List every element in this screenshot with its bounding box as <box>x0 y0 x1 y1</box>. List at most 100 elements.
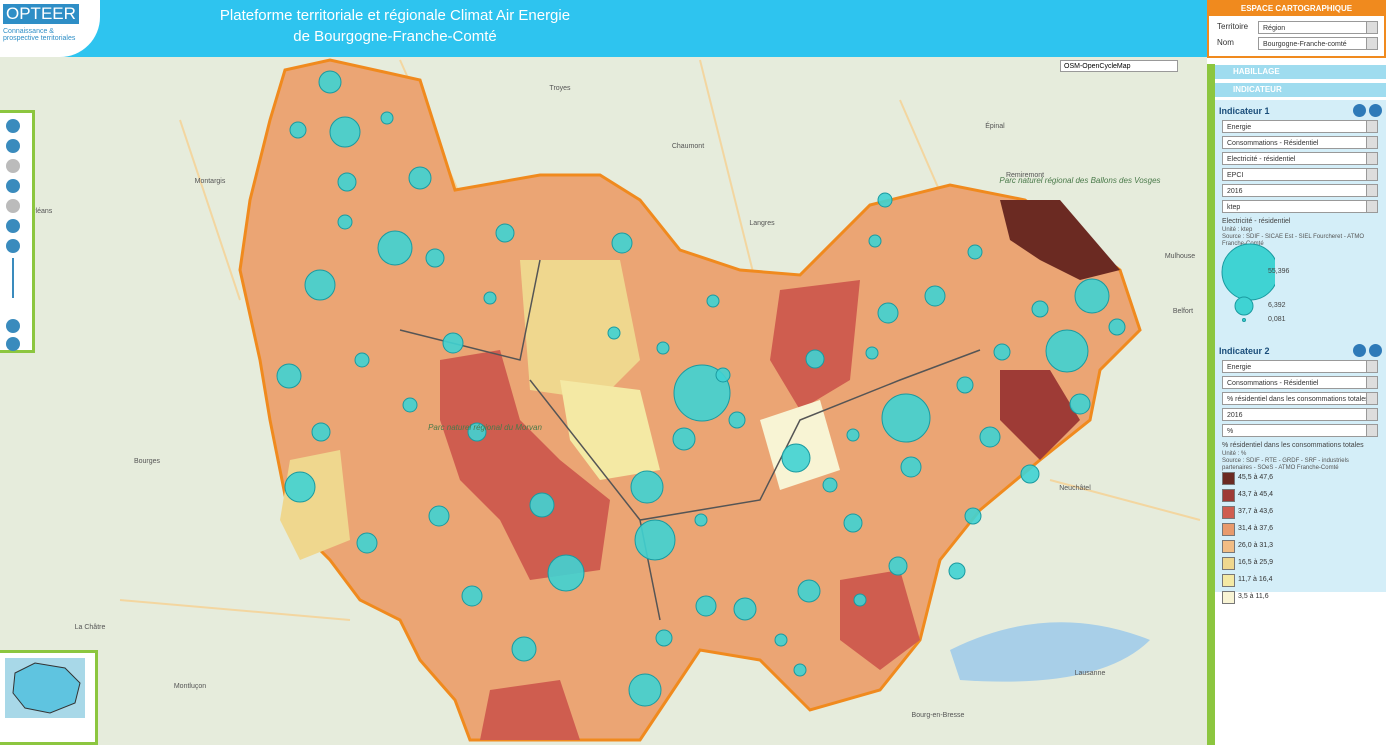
field-select[interactable]: Région <box>1258 21 1378 34</box>
panel-handle[interactable] <box>1207 64 1215 745</box>
map-circle[interactable] <box>442 332 464 354</box>
map-circle[interactable] <box>1031 300 1049 318</box>
map-circle[interactable] <box>900 456 922 478</box>
indicator-select[interactable]: Consommations - Résidentiel <box>1222 136 1378 149</box>
map-circle[interactable] <box>1069 393 1091 415</box>
base-layer-select[interactable]: OSM-OpenCycleMap <box>1060 60 1178 72</box>
map-circle[interactable] <box>402 397 418 413</box>
map-circle[interactable] <box>853 593 867 607</box>
map-circle[interactable] <box>628 673 662 707</box>
tool-button[interactable] <box>6 319 20 333</box>
map-circle[interactable] <box>888 556 908 576</box>
map-circle[interactable] <box>495 223 515 243</box>
indicator-select[interactable]: ktep <box>1222 200 1378 213</box>
map-circle[interactable] <box>993 343 1011 361</box>
map-circle[interactable] <box>318 70 342 94</box>
map-circle[interactable] <box>877 192 893 208</box>
map-circle[interactable] <box>822 477 838 493</box>
map-circle[interactable] <box>337 172 357 192</box>
map-circle[interactable] <box>733 597 757 621</box>
map-circle[interactable] <box>467 422 487 442</box>
indicator-select[interactable]: Electricité - résidentiel <box>1222 152 1378 165</box>
map-circle[interactable] <box>843 513 863 533</box>
map-circle[interactable] <box>868 234 882 248</box>
tool-button[interactable] <box>6 199 20 213</box>
map-circle[interactable] <box>529 492 555 518</box>
map-circle[interactable] <box>611 232 633 254</box>
map-circle[interactable] <box>695 595 717 617</box>
zoom-in[interactable] <box>6 239 20 253</box>
settings-button[interactable] <box>1369 344 1382 357</box>
map-circle[interactable] <box>881 393 931 443</box>
map-circle[interactable] <box>311 422 331 442</box>
map-circle[interactable] <box>715 367 731 383</box>
map-circle[interactable] <box>956 376 974 394</box>
tool-button[interactable] <box>6 337 20 351</box>
info-button[interactable] <box>1353 104 1366 117</box>
map-circle[interactable] <box>356 532 378 554</box>
map-circle[interactable] <box>781 443 811 473</box>
map-circle[interactable] <box>547 554 585 592</box>
map-circle[interactable] <box>655 629 673 647</box>
map-circle[interactable] <box>483 291 497 305</box>
map-circle[interactable] <box>979 426 1001 448</box>
indicator-select[interactable]: EPCI <box>1222 168 1378 181</box>
map-circle[interactable] <box>846 428 860 442</box>
map-circle[interactable] <box>774 633 788 647</box>
settings-button[interactable] <box>1369 104 1382 117</box>
map-circle[interactable] <box>1020 464 1040 484</box>
map-circle[interactable] <box>304 269 336 301</box>
map-circle[interactable] <box>924 285 946 307</box>
map-circle[interactable] <box>337 214 353 230</box>
section-bar[interactable]: HABILLAGE <box>1215 65 1386 79</box>
map-circle[interactable] <box>1074 278 1110 314</box>
map-circle[interactable] <box>948 562 966 580</box>
map-circle[interactable] <box>289 121 307 139</box>
section-bar[interactable]: INDICATEUR <box>1215 83 1386 97</box>
map-circle[interactable] <box>380 111 394 125</box>
map-circle[interactable] <box>805 349 825 369</box>
tool-button[interactable] <box>6 179 20 193</box>
map-circle[interactable] <box>967 244 983 260</box>
map-circle[interactable] <box>607 326 621 340</box>
indicator-select[interactable]: 2016 <box>1222 408 1378 421</box>
map-circle[interactable] <box>354 352 370 368</box>
overview-map[interactable] <box>0 650 98 745</box>
map-circle[interactable] <box>634 519 676 561</box>
map-circle[interactable] <box>284 471 316 503</box>
indicator-select[interactable]: Energie <box>1222 360 1378 373</box>
map-circle[interactable] <box>877 302 899 324</box>
map-circle[interactable] <box>428 505 450 527</box>
map-circle[interactable] <box>1045 329 1089 373</box>
map-circle[interactable] <box>630 470 664 504</box>
tool-button[interactable] <box>6 159 20 173</box>
map-circle[interactable] <box>797 579 821 603</box>
indicator-select[interactable]: % résidentiel dans les consommations tot… <box>1222 392 1378 405</box>
field-select[interactable]: Bourgogne-Franche-comté <box>1258 37 1378 50</box>
indicator-select[interactable]: 2016 <box>1222 184 1378 197</box>
zoom-slider[interactable] <box>12 258 14 298</box>
map-circle[interactable] <box>408 166 432 190</box>
map-circle[interactable] <box>461 585 483 607</box>
tool-button[interactable] <box>6 219 20 233</box>
tool-button[interactable] <box>6 119 20 133</box>
map-circle[interactable] <box>329 116 361 148</box>
map-circle[interactable] <box>656 341 670 355</box>
map-circle[interactable] <box>964 507 982 525</box>
map-circle[interactable] <box>672 427 696 451</box>
map-circle[interactable] <box>673 364 731 422</box>
map-circle[interactable] <box>694 513 708 527</box>
map-circle[interactable] <box>1108 318 1126 336</box>
map-circle[interactable] <box>377 230 413 266</box>
map-circle[interactable] <box>425 248 445 268</box>
map-circle[interactable] <box>793 663 807 677</box>
map-circle[interactable] <box>276 363 302 389</box>
indicator-select[interactable]: % <box>1222 424 1378 437</box>
map-circle[interactable] <box>706 294 720 308</box>
map-circle[interactable] <box>511 636 537 662</box>
map-circle[interactable] <box>728 411 746 429</box>
indicator-select[interactable]: Energie <box>1222 120 1378 133</box>
info-button[interactable] <box>1353 344 1366 357</box>
map-circle[interactable] <box>865 346 879 360</box>
indicator-select[interactable]: Consommations - Résidentiel <box>1222 376 1378 389</box>
